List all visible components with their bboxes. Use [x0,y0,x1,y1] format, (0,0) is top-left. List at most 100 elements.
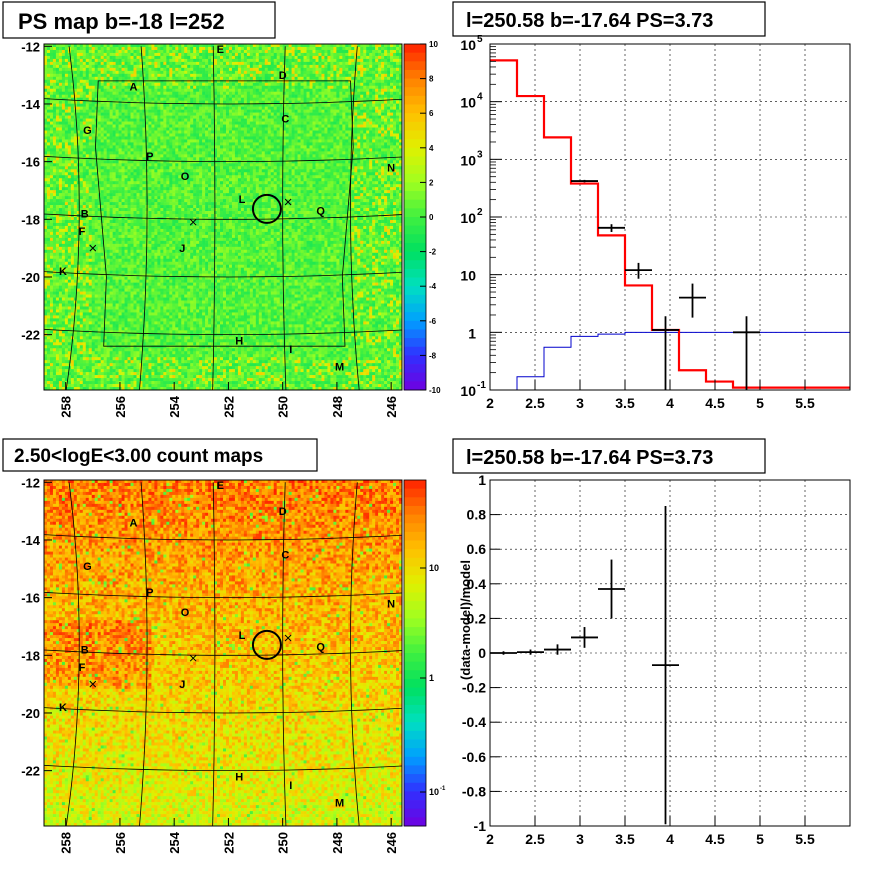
map-cell [157,97,161,101]
map-cell [252,166,257,170]
map-cell [106,79,110,84]
map-cell [109,145,113,149]
map-cell [288,130,292,134]
map-cell [55,166,60,170]
map-cell [124,88,128,93]
map-cell [196,109,200,113]
map-cell [217,52,221,57]
map-cell [133,133,137,137]
map-cell [321,142,325,146]
map-cell [357,94,361,98]
map-cell [384,79,388,84]
map-cell [303,61,307,66]
map-cell [240,97,245,101]
map-cell [333,103,337,107]
map-cell [184,73,188,78]
map-cell [220,145,224,149]
map-cell [270,139,275,143]
map-cell [88,55,93,60]
map-cell [300,133,304,137]
map-cell [291,97,295,101]
map-cell [67,115,72,119]
map-cell [270,73,275,78]
map-cell [270,100,275,104]
map-cell [67,44,72,48]
map-cell [348,130,352,134]
map-cell [240,130,245,134]
map-cell [67,76,72,81]
map-cell [139,79,143,84]
map-cell [294,106,298,110]
map-cell [97,94,101,98]
map-cell [112,61,116,66]
map-cell [49,112,54,116]
map-cell [181,142,185,146]
map-cell [76,112,81,116]
map-cell [61,106,66,110]
map-cell [342,91,346,95]
map-cell [52,103,57,107]
map-cell [318,133,322,137]
map-cell [199,73,203,78]
map-cell [115,115,119,119]
map-cell [64,166,69,170]
map-cell [67,85,72,90]
map-cell [151,154,155,158]
map-cell [58,82,63,87]
map-cell [375,145,379,149]
map-cell [255,109,260,113]
map-cell [234,73,239,78]
map-cell [303,46,307,51]
map-cell [82,97,87,101]
map-cell [273,100,277,104]
map-cell [366,151,370,155]
map-cell [288,58,292,63]
map-cell [324,154,328,158]
map-cell [339,49,343,54]
map-cell [223,61,227,66]
map-cell [246,44,251,48]
map-cell [217,46,221,51]
map-cell [354,103,358,107]
map-cell [103,61,107,66]
map-cell [312,70,316,75]
map-cell [142,166,146,170]
map-cell [348,154,352,158]
map-cell [237,91,242,95]
map-cell [184,154,188,158]
map-cell [309,130,313,134]
map-cell [294,103,298,107]
map-cell [172,94,176,98]
map-cell [151,85,155,90]
map-cell [303,121,307,125]
map-cell [285,73,289,78]
map-cell [318,88,322,93]
map-cell [348,85,352,90]
map-cell [163,166,167,170]
map-cell [214,148,218,152]
map-cell [294,139,298,143]
map-cell [261,85,266,90]
map-cell [142,163,146,167]
map-cell [300,55,304,60]
map-cell [82,46,87,51]
map-cell [285,148,289,152]
map-cell [297,106,301,110]
map-cell [372,160,376,164]
map-cell [273,151,277,155]
map-cell [276,103,280,107]
map-cell [205,61,209,66]
map-cell [115,58,119,63]
map-cell [240,124,245,128]
map-cell [381,55,385,60]
map-cell [396,91,400,95]
map-cell [58,76,63,81]
map-cell [390,112,394,116]
map-cell [166,67,170,72]
map-cell [252,142,257,146]
map-cell [97,103,101,107]
map-cell [127,88,131,93]
map-cell [52,151,57,155]
map-cell [255,163,260,167]
map-cell [196,91,200,95]
